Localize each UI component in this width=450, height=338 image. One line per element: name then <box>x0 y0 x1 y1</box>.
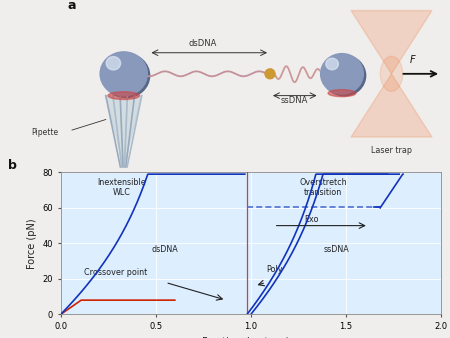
Text: dsDNA: dsDNA <box>152 245 179 254</box>
Ellipse shape <box>265 69 275 79</box>
Ellipse shape <box>108 92 140 99</box>
Ellipse shape <box>320 54 364 94</box>
Text: ssDNA: ssDNA <box>281 96 308 105</box>
Text: Inextensible
WLC: Inextensible WLC <box>97 178 146 197</box>
Text: Laser trap: Laser trap <box>371 146 412 155</box>
Text: F: F <box>410 55 415 65</box>
Text: Poly: Poly <box>266 265 283 274</box>
Ellipse shape <box>328 90 356 97</box>
Text: Overstretch
transition: Overstretch transition <box>299 178 347 197</box>
Ellipse shape <box>106 56 121 70</box>
Y-axis label: Force (pN): Force (pN) <box>27 218 37 269</box>
Ellipse shape <box>323 55 365 96</box>
Text: dsDNA: dsDNA <box>188 39 217 48</box>
Text: b: b <box>8 159 16 172</box>
Text: Pipette: Pipette <box>32 128 58 137</box>
Text: Exo: Exo <box>304 215 319 224</box>
Ellipse shape <box>326 58 338 70</box>
Ellipse shape <box>380 56 403 91</box>
X-axis label: Fractional extension: Fractional extension <box>202 337 300 338</box>
Text: ssDNA: ssDNA <box>324 245 349 254</box>
Ellipse shape <box>100 52 148 96</box>
Polygon shape <box>351 10 432 74</box>
Polygon shape <box>106 96 142 167</box>
Polygon shape <box>351 74 432 137</box>
Text: Crossover point: Crossover point <box>84 268 147 277</box>
Ellipse shape <box>102 54 149 98</box>
Text: a: a <box>68 0 76 12</box>
